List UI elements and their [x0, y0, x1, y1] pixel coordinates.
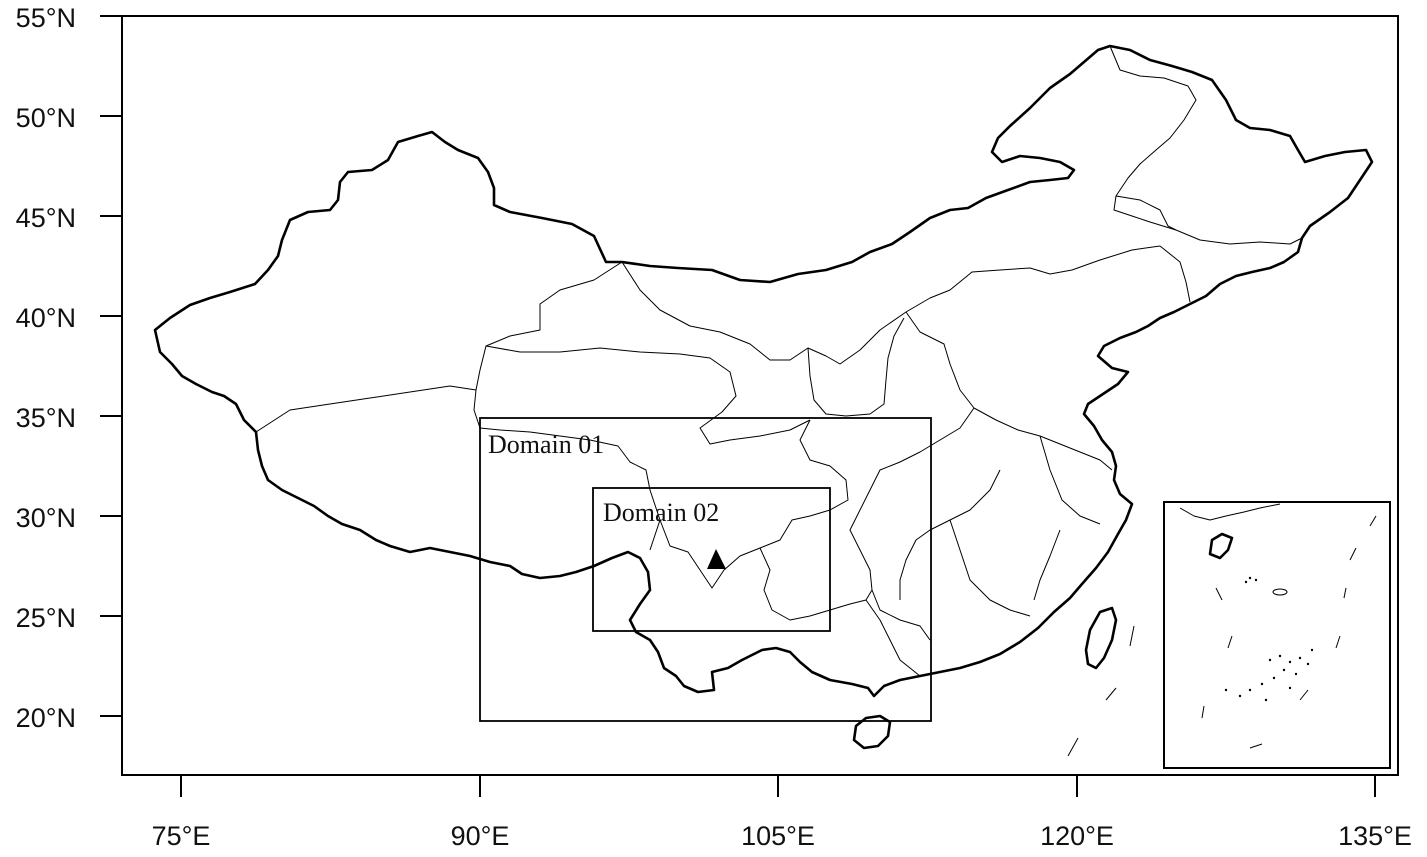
domain-02: Domain 02	[592, 487, 831, 632]
province-border	[865, 599, 921, 677]
y-tick-label: 35°N	[16, 403, 76, 433]
province-borders	[255, 45, 1303, 677]
x-tick-label: 120°E	[1040, 821, 1114, 851]
province-border	[759, 547, 873, 621]
y-tick-label: 20°N	[16, 703, 76, 733]
inset-dash	[1335, 635, 1341, 649]
y-tick-label: 40°N	[16, 303, 76, 333]
province-border	[1033, 529, 1061, 601]
domain-02-label: Domain 02	[603, 498, 719, 527]
province-border	[485, 345, 811, 445]
province-border	[1159, 245, 1191, 303]
hainan-island	[852, 714, 892, 750]
province-border	[949, 519, 1031, 617]
inset-dash	[1215, 587, 1223, 601]
province-border	[849, 407, 975, 641]
inset-dash	[1369, 515, 1377, 527]
y-tick-label: 55°N	[16, 3, 76, 33]
x-tick-label: 75°E	[152, 821, 211, 851]
y-tick-label: 30°N	[16, 503, 76, 533]
x-tick-label: 135°E	[1338, 821, 1412, 851]
domain-01: Domain 01	[479, 417, 932, 722]
inset-islands-dots	[1224, 576, 1314, 702]
province-border	[899, 469, 1001, 600]
inset-dash	[1227, 635, 1233, 649]
domain-01-box	[479, 417, 932, 722]
inset-dash	[1343, 587, 1347, 599]
inset-dash	[1201, 705, 1205, 719]
province-border	[807, 317, 905, 417]
inset-dash	[1249, 743, 1263, 749]
china-border	[153, 44, 1374, 698]
taiwan-island	[1084, 606, 1118, 670]
y-tick-label: 50°N	[16, 103, 76, 133]
province-border	[905, 311, 1113, 471]
map-dash	[1067, 737, 1079, 757]
inset-frame	[1163, 501, 1391, 769]
domain-02-box	[592, 487, 831, 632]
inset-hainan	[1208, 532, 1234, 560]
map-dash	[1129, 625, 1135, 647]
inset-coastline	[1179, 503, 1281, 521]
y-tick-label: 25°N	[16, 603, 76, 633]
x-axis: 75°E 90°E 105°E 120°E 135°E	[152, 775, 1412, 851]
x-tick-label: 105°E	[741, 821, 815, 851]
domain-01-label: Domain 01	[488, 430, 604, 459]
inset-island	[1272, 588, 1288, 596]
province-border	[621, 245, 1161, 365]
inset-dash	[1299, 689, 1309, 701]
y-axis: 55°N 50°N 45°N 40°N 35°N 30°N 25°N 20°N	[16, 3, 122, 733]
province-border	[1039, 435, 1101, 525]
province-border	[1109, 45, 1303, 245]
province-border	[255, 261, 623, 433]
station-triangle-marker	[707, 549, 726, 569]
map-frame	[121, 15, 1399, 776]
map-dash	[1105, 687, 1117, 701]
inset-dash	[1349, 547, 1357, 561]
main-map-dashes	[1067, 625, 1135, 757]
y-tick-label: 45°N	[16, 203, 76, 233]
province-border	[1115, 195, 1177, 231]
province-border	[659, 419, 849, 589]
south-china-sea-inset	[1163, 501, 1391, 769]
x-tick-label: 90°E	[451, 821, 510, 851]
